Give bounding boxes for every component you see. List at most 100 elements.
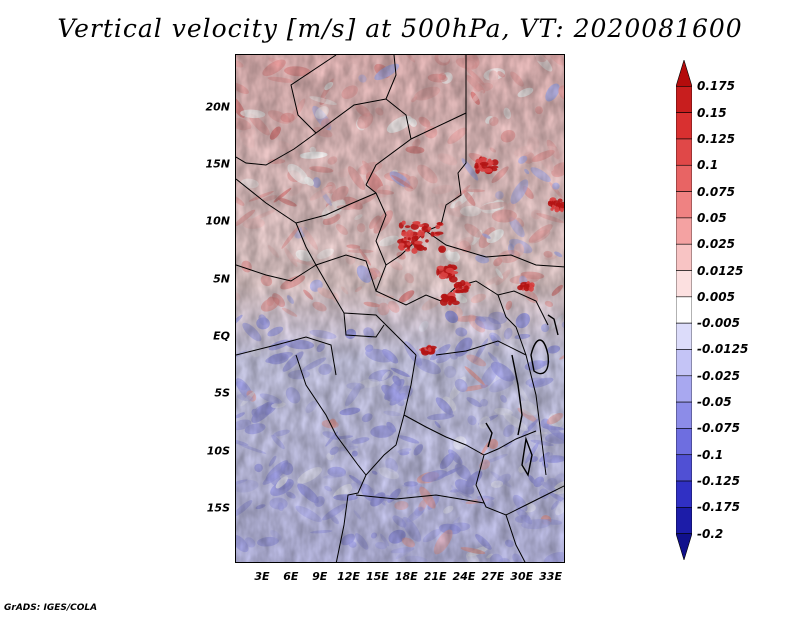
ascent-spot (412, 221, 421, 225)
lon-label: 24E (452, 570, 476, 583)
ascent-spot (548, 200, 552, 205)
ascent-spot (427, 347, 432, 352)
lon-label: 27E (481, 570, 505, 583)
ascent-spot (488, 158, 492, 162)
colorbar-segment (676, 533, 692, 560)
lon-label: 12E (337, 570, 360, 583)
ascent-spot (436, 268, 440, 276)
colorbar-tick-label: 0.15 (697, 105, 727, 120)
ascent-spot (421, 223, 430, 229)
ascent-spot (440, 272, 449, 278)
colorbar-segment (676, 217, 692, 245)
colorbar-tick-label: 0.05 (697, 210, 727, 225)
colorbar-tick-label: -0.125 (697, 474, 740, 489)
ascent-spot (398, 242, 405, 248)
colorbar-tick-label: 0.025 (697, 237, 735, 252)
ascent-spot (455, 289, 462, 294)
colorbar-tick-label: -0.005 (697, 316, 740, 331)
colorbar-segment (676, 112, 692, 140)
ascent-spot (440, 294, 448, 300)
lon-label: 21E (423, 570, 447, 583)
lon-label: 30E (510, 570, 534, 583)
grads-credit: GrADS: IGES/COLA (4, 603, 98, 613)
ascent-spot (551, 204, 556, 210)
ascent-spot (418, 224, 424, 228)
colorbar-segment (676, 243, 692, 271)
colorbar-segment (676, 164, 692, 192)
ascent-spot (436, 222, 443, 226)
ascent-spot (425, 239, 429, 243)
ascent-spot (479, 161, 489, 166)
lon-label: 18E (394, 570, 418, 583)
ascent-spot (420, 347, 425, 355)
lat-label: 20N (205, 100, 230, 114)
colorbar-segment (676, 454, 692, 482)
colorbar-tick-label: -0.0125 (697, 342, 749, 357)
lon-label: 6E (283, 570, 299, 583)
ascent-spot (430, 231, 435, 237)
colorbar-segment (676, 375, 692, 403)
ascent-spot (438, 245, 446, 253)
colorbar-tick-label: -0.025 (697, 368, 740, 383)
ascent-spot (479, 157, 487, 161)
lat-label: 5N (213, 272, 230, 286)
ascent-spot (453, 283, 460, 288)
ascent-spot (435, 224, 441, 229)
colorbar-segment (676, 322, 692, 350)
ascent-spot (401, 220, 406, 225)
colorbar-segment (676, 296, 692, 324)
ascent-spot (416, 245, 425, 251)
ascent-spot (406, 242, 411, 246)
ascent-spot (447, 296, 457, 303)
lon-label: 33E (539, 570, 562, 583)
lat-label: 5S (214, 386, 230, 400)
colorbar-segment (676, 60, 692, 87)
ascent-spot (559, 201, 564, 209)
lat-label: 15S (206, 501, 230, 515)
ascent-spot (411, 247, 418, 254)
lat-label: 10S (206, 444, 230, 458)
colorbar-tick-label: -0.1 (697, 447, 724, 462)
colorbar-segment (676, 349, 692, 377)
colorbar-segment (676, 507, 692, 534)
ascent-spot (404, 225, 411, 229)
ascent-spot (401, 231, 409, 237)
ascent-spot (464, 285, 469, 292)
lon-label: 3E (254, 570, 270, 583)
ascent-spot (517, 285, 523, 291)
colorbar-segment (676, 401, 692, 429)
ascent-spot (528, 285, 534, 292)
ascent-spot (414, 240, 423, 245)
colorbar-segment (676, 480, 692, 508)
lake-outlines (485, 314, 559, 477)
colorbar-tick-label: 0.125 (697, 131, 735, 146)
lat-label: EQ (213, 329, 230, 343)
colorbar-segment (676, 270, 692, 298)
colorbar-tick-label: 0.005 (697, 289, 735, 304)
colorbar-segment (676, 86, 692, 113)
ascent-spot (523, 284, 530, 292)
colorbar-tick-label: 0.075 (697, 184, 735, 199)
ascent-spot (418, 229, 422, 234)
ascent-spot (430, 347, 435, 351)
ascent-spot (427, 226, 432, 231)
ascent-spot (474, 162, 479, 169)
colorbar-tick-label: 0.175 (697, 79, 735, 94)
ascent-spot (434, 231, 444, 235)
strong-ascent-spots (397, 156, 564, 356)
colorbar-tick-label: -0.175 (697, 500, 740, 515)
ascent-spot (554, 206, 560, 213)
ascent-spot (407, 237, 411, 241)
country-borders (236, 55, 564, 562)
ascent-spot (410, 223, 419, 230)
velocity-field-map (236, 55, 564, 562)
ascent-spot (445, 267, 454, 274)
colorbar-tick-label: -0.05 (697, 395, 732, 410)
lon-label: 9E (312, 570, 328, 583)
ascent-spot (483, 168, 493, 173)
colorbar-segment (676, 138, 692, 166)
map-panel (235, 54, 565, 563)
colorbar-segment (676, 428, 692, 456)
colorbar-tick-label: -0.2 (697, 526, 724, 541)
colorbar-tick-label: -0.075 (697, 421, 740, 436)
